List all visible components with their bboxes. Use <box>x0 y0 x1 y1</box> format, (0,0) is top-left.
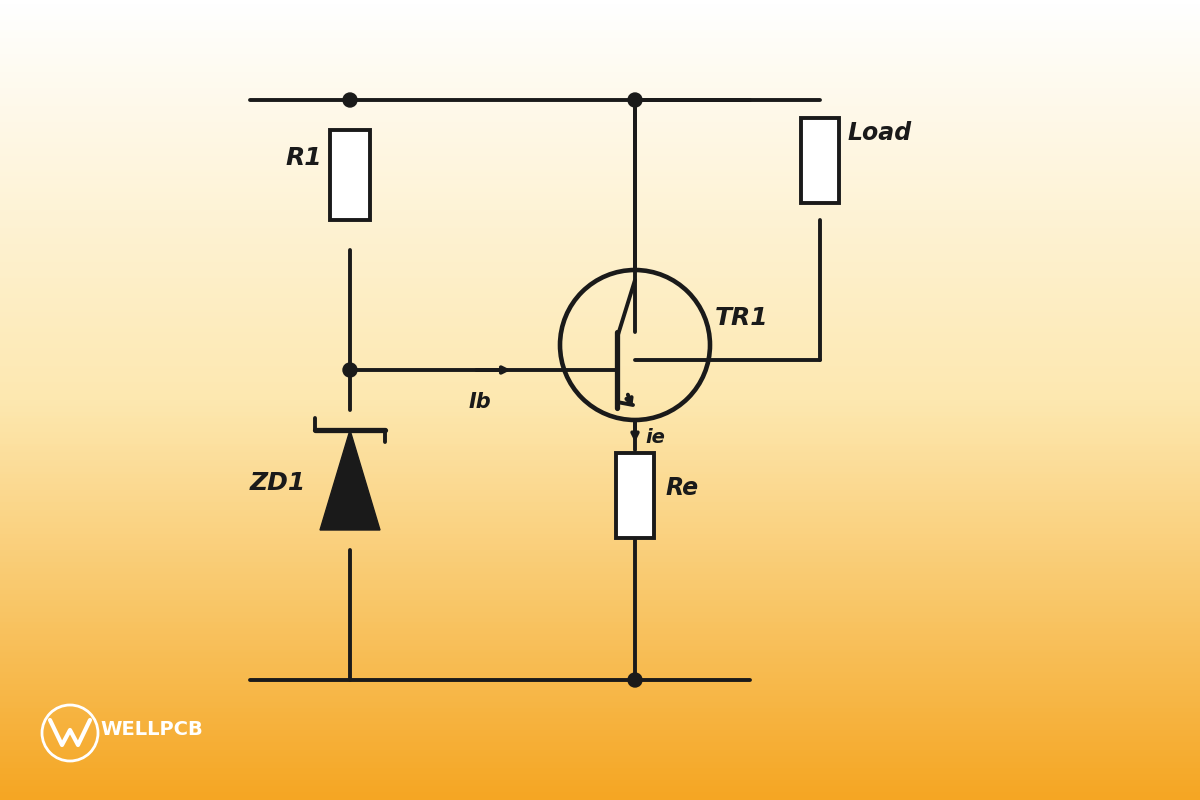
Bar <box>616 453 654 538</box>
Text: Re: Re <box>665 476 698 500</box>
Circle shape <box>343 363 358 377</box>
Text: R1: R1 <box>286 146 322 170</box>
Text: WELLPCB: WELLPCB <box>100 720 203 739</box>
Text: Load: Load <box>848 121 912 145</box>
Text: ie: ie <box>646 428 665 447</box>
Bar <box>802 118 839 202</box>
Polygon shape <box>320 430 380 530</box>
Text: TR1: TR1 <box>715 306 769 330</box>
Bar <box>330 130 370 220</box>
Text: Ib: Ib <box>468 392 491 412</box>
Text: ZD1: ZD1 <box>250 471 306 495</box>
Circle shape <box>343 93 358 107</box>
Circle shape <box>628 673 642 687</box>
Circle shape <box>628 93 642 107</box>
